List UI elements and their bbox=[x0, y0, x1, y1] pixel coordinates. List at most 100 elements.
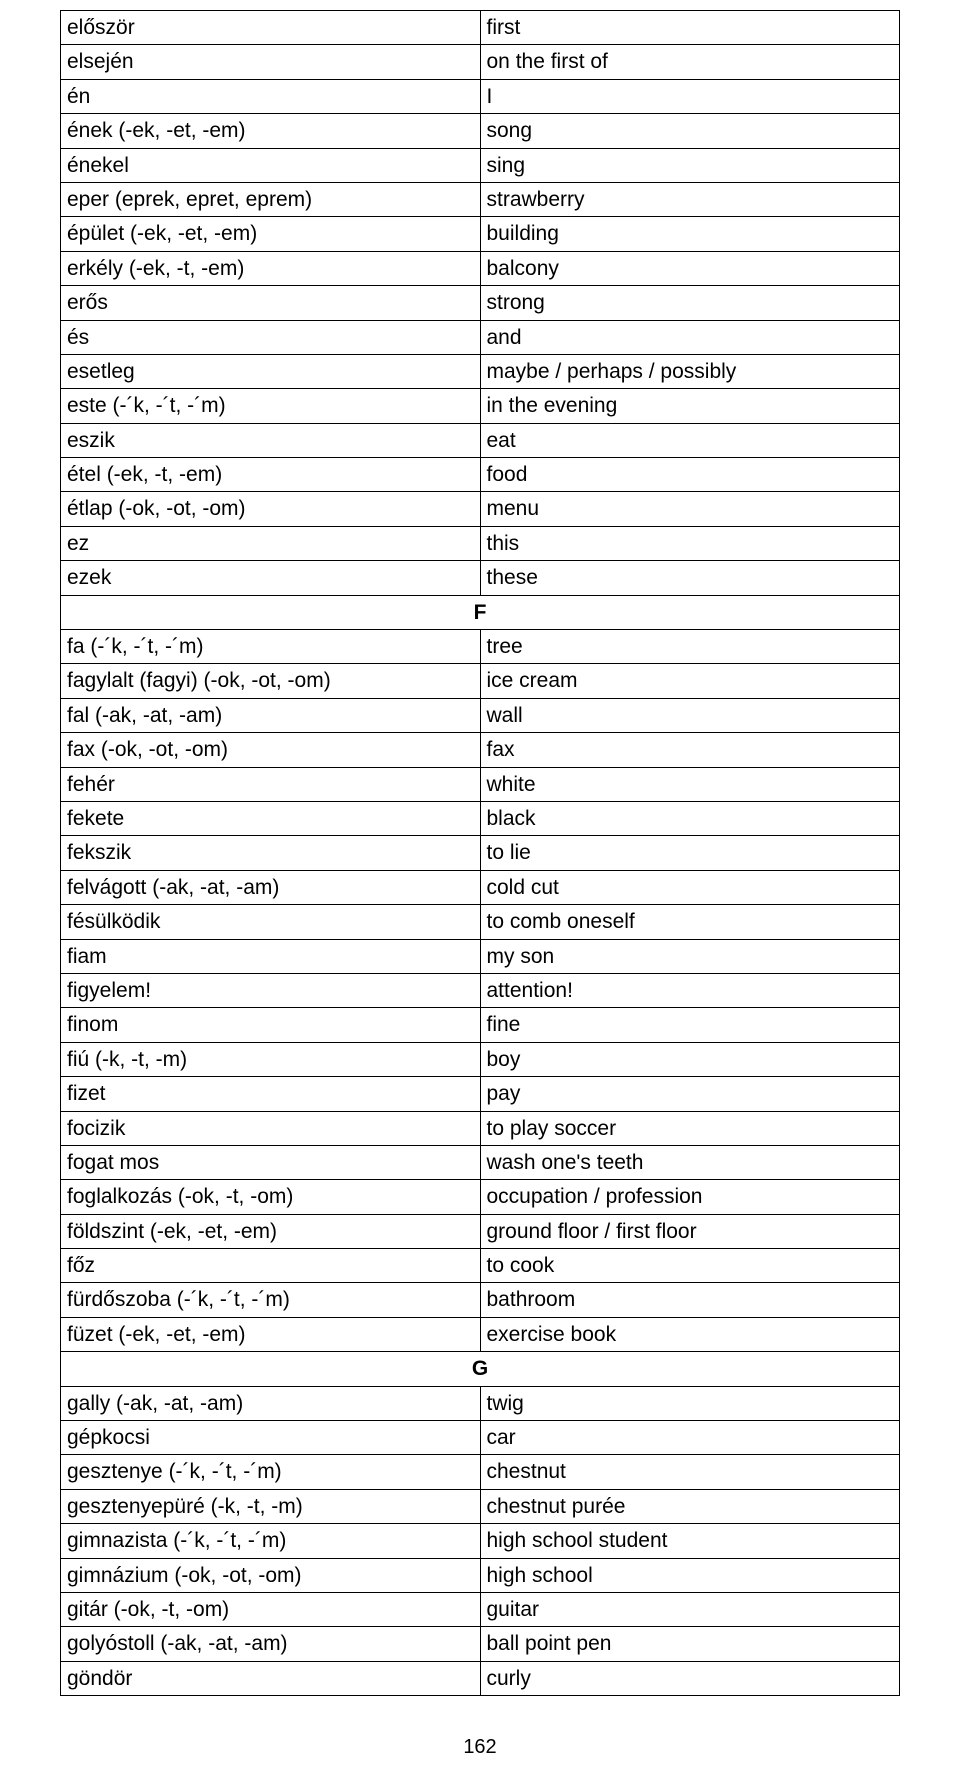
page-number: 162 bbox=[60, 1736, 900, 1759]
hungarian-cell: füzet (-ek, -et, -em) bbox=[61, 1317, 481, 1351]
english-cell: wash one's teeth bbox=[480, 1145, 900, 1179]
hungarian-cell: fa (-´k, -´t, -´m) bbox=[61, 630, 481, 664]
table-row: gépkocsicar bbox=[61, 1421, 900, 1455]
english-cell: occupation / profession bbox=[480, 1180, 900, 1214]
table-row: felvágott (-ak, -at, -am)cold cut bbox=[61, 870, 900, 904]
english-cell: menu bbox=[480, 492, 900, 526]
hungarian-cell: este (-´k, -´t, -´m) bbox=[61, 389, 481, 423]
hungarian-cell: foglalkozás (-ok, -t, -om) bbox=[61, 1180, 481, 1214]
table-row: földszint (-ek, -et, -em)ground floor / … bbox=[61, 1214, 900, 1248]
hungarian-cell: fogat mos bbox=[61, 1145, 481, 1179]
table-row: étlap (-ok, -ot, -om)menu bbox=[61, 492, 900, 526]
table-row: göndörcurly bbox=[61, 1661, 900, 1695]
table-row: ésand bbox=[61, 320, 900, 354]
hungarian-cell: gitár (-ok, -t, -om) bbox=[61, 1592, 481, 1626]
english-cell: balcony bbox=[480, 251, 900, 285]
hungarian-cell: gesztenyepüré (-k, -t, -m) bbox=[61, 1489, 481, 1523]
hungarian-cell: fekete bbox=[61, 801, 481, 835]
english-cell: high school student bbox=[480, 1524, 900, 1558]
table-row: G bbox=[61, 1352, 900, 1386]
english-cell: building bbox=[480, 217, 900, 251]
table-row: ének (-ek, -et, -em)song bbox=[61, 114, 900, 148]
hungarian-cell: fiú (-k, -t, -m) bbox=[61, 1042, 481, 1076]
english-cell: attention! bbox=[480, 973, 900, 1007]
hungarian-cell: fürdőszoba (-´k, -´t, -´m) bbox=[61, 1283, 481, 1317]
hungarian-cell: először bbox=[61, 11, 481, 45]
hungarian-cell: gally (-ak, -at, -am) bbox=[61, 1386, 481, 1420]
table-row: fekszikto lie bbox=[61, 836, 900, 870]
table-row: fal (-ak, -at, -am)wall bbox=[61, 698, 900, 732]
table-row: F bbox=[61, 595, 900, 629]
hungarian-cell: gesztenye (-´k, -´t, -´m) bbox=[61, 1455, 481, 1489]
english-cell: in the evening bbox=[480, 389, 900, 423]
table-row: fésülködikto comb oneself bbox=[61, 905, 900, 939]
english-cell: to comb oneself bbox=[480, 905, 900, 939]
table-row: foglalkozás (-ok, -t, -om)occupation / p… bbox=[61, 1180, 900, 1214]
table-row: eper (eprek, epret, eprem)strawberry bbox=[61, 182, 900, 216]
table-row: gitár (-ok, -t, -om)guitar bbox=[61, 1592, 900, 1626]
table-row: fehérwhite bbox=[61, 767, 900, 801]
english-cell: food bbox=[480, 458, 900, 492]
english-cell: ground floor / first floor bbox=[480, 1214, 900, 1248]
table-row: esetlegmaybe / perhaps / possibly bbox=[61, 354, 900, 388]
hungarian-cell: elsején bbox=[61, 45, 481, 79]
english-cell: strong bbox=[480, 286, 900, 320]
document-page: előszörfirstelsejénon the first ofénIéne… bbox=[0, 0, 960, 1789]
hungarian-cell: finom bbox=[61, 1008, 481, 1042]
hungarian-cell: erős bbox=[61, 286, 481, 320]
english-cell: song bbox=[480, 114, 900, 148]
table-row: főzto cook bbox=[61, 1249, 900, 1283]
english-cell: exercise book bbox=[480, 1317, 900, 1351]
english-cell: wall bbox=[480, 698, 900, 732]
english-cell: chestnut bbox=[480, 1455, 900, 1489]
table-row: fax (-ok, -ot, -om)fax bbox=[61, 733, 900, 767]
english-cell: first bbox=[480, 11, 900, 45]
english-cell: fine bbox=[480, 1008, 900, 1042]
english-cell: this bbox=[480, 526, 900, 560]
section-header: F bbox=[61, 595, 900, 629]
english-cell: sing bbox=[480, 148, 900, 182]
hungarian-cell: fal (-ak, -at, -am) bbox=[61, 698, 481, 732]
hungarian-cell: gépkocsi bbox=[61, 1421, 481, 1455]
english-cell: tree bbox=[480, 630, 900, 664]
english-cell: boy bbox=[480, 1042, 900, 1076]
english-cell: to play soccer bbox=[480, 1111, 900, 1145]
hungarian-cell: földszint (-ek, -et, -em) bbox=[61, 1214, 481, 1248]
table-row: gimnázium (-ok, -ot, -om)high school bbox=[61, 1558, 900, 1592]
table-row: fizetpay bbox=[61, 1077, 900, 1111]
english-cell: car bbox=[480, 1421, 900, 1455]
hungarian-cell: épület (-ek, -et, -em) bbox=[61, 217, 481, 251]
table-row: étel (-ek, -t, -em)food bbox=[61, 458, 900, 492]
table-row: énI bbox=[61, 79, 900, 113]
hungarian-cell: ez bbox=[61, 526, 481, 560]
hungarian-cell: ezek bbox=[61, 561, 481, 595]
hungarian-cell: fiam bbox=[61, 939, 481, 973]
section-header: G bbox=[61, 1352, 900, 1386]
hungarian-cell: golyóstoll (-ak, -at, -am) bbox=[61, 1627, 481, 1661]
english-cell: guitar bbox=[480, 1592, 900, 1626]
table-row: fürdőszoba (-´k, -´t, -´m)bathroom bbox=[61, 1283, 900, 1317]
hungarian-cell: én bbox=[61, 79, 481, 113]
hungarian-cell: erkély (-ek, -t, -em) bbox=[61, 251, 481, 285]
english-cell: ice cream bbox=[480, 664, 900, 698]
hungarian-cell: fésülködik bbox=[61, 905, 481, 939]
hungarian-cell: felvágott (-ak, -at, -am) bbox=[61, 870, 481, 904]
table-row: füzet (-ek, -et, -em)exercise book bbox=[61, 1317, 900, 1351]
hungarian-cell: fehér bbox=[61, 767, 481, 801]
english-cell: curly bbox=[480, 1661, 900, 1695]
hungarian-cell: eszik bbox=[61, 423, 481, 457]
hungarian-cell: ének (-ek, -et, -em) bbox=[61, 114, 481, 148]
table-row: fiammy son bbox=[61, 939, 900, 973]
table-row: erkély (-ek, -t, -em)balcony bbox=[61, 251, 900, 285]
hungarian-cell: fax (-ok, -ot, -om) bbox=[61, 733, 481, 767]
hungarian-cell: esetleg bbox=[61, 354, 481, 388]
hungarian-cell: focizik bbox=[61, 1111, 481, 1145]
table-row: gesztenye (-´k, -´t, -´m)chestnut bbox=[61, 1455, 900, 1489]
english-cell: chestnut purée bbox=[480, 1489, 900, 1523]
table-row: erősstrong bbox=[61, 286, 900, 320]
table-row: este (-´k, -´t, -´m)in the evening bbox=[61, 389, 900, 423]
hungarian-cell: gimnazista (-´k, -´t, -´m) bbox=[61, 1524, 481, 1558]
english-cell: bathroom bbox=[480, 1283, 900, 1317]
hungarian-cell: énekel bbox=[61, 148, 481, 182]
table-row: fiú (-k, -t, -m)boy bbox=[61, 1042, 900, 1076]
